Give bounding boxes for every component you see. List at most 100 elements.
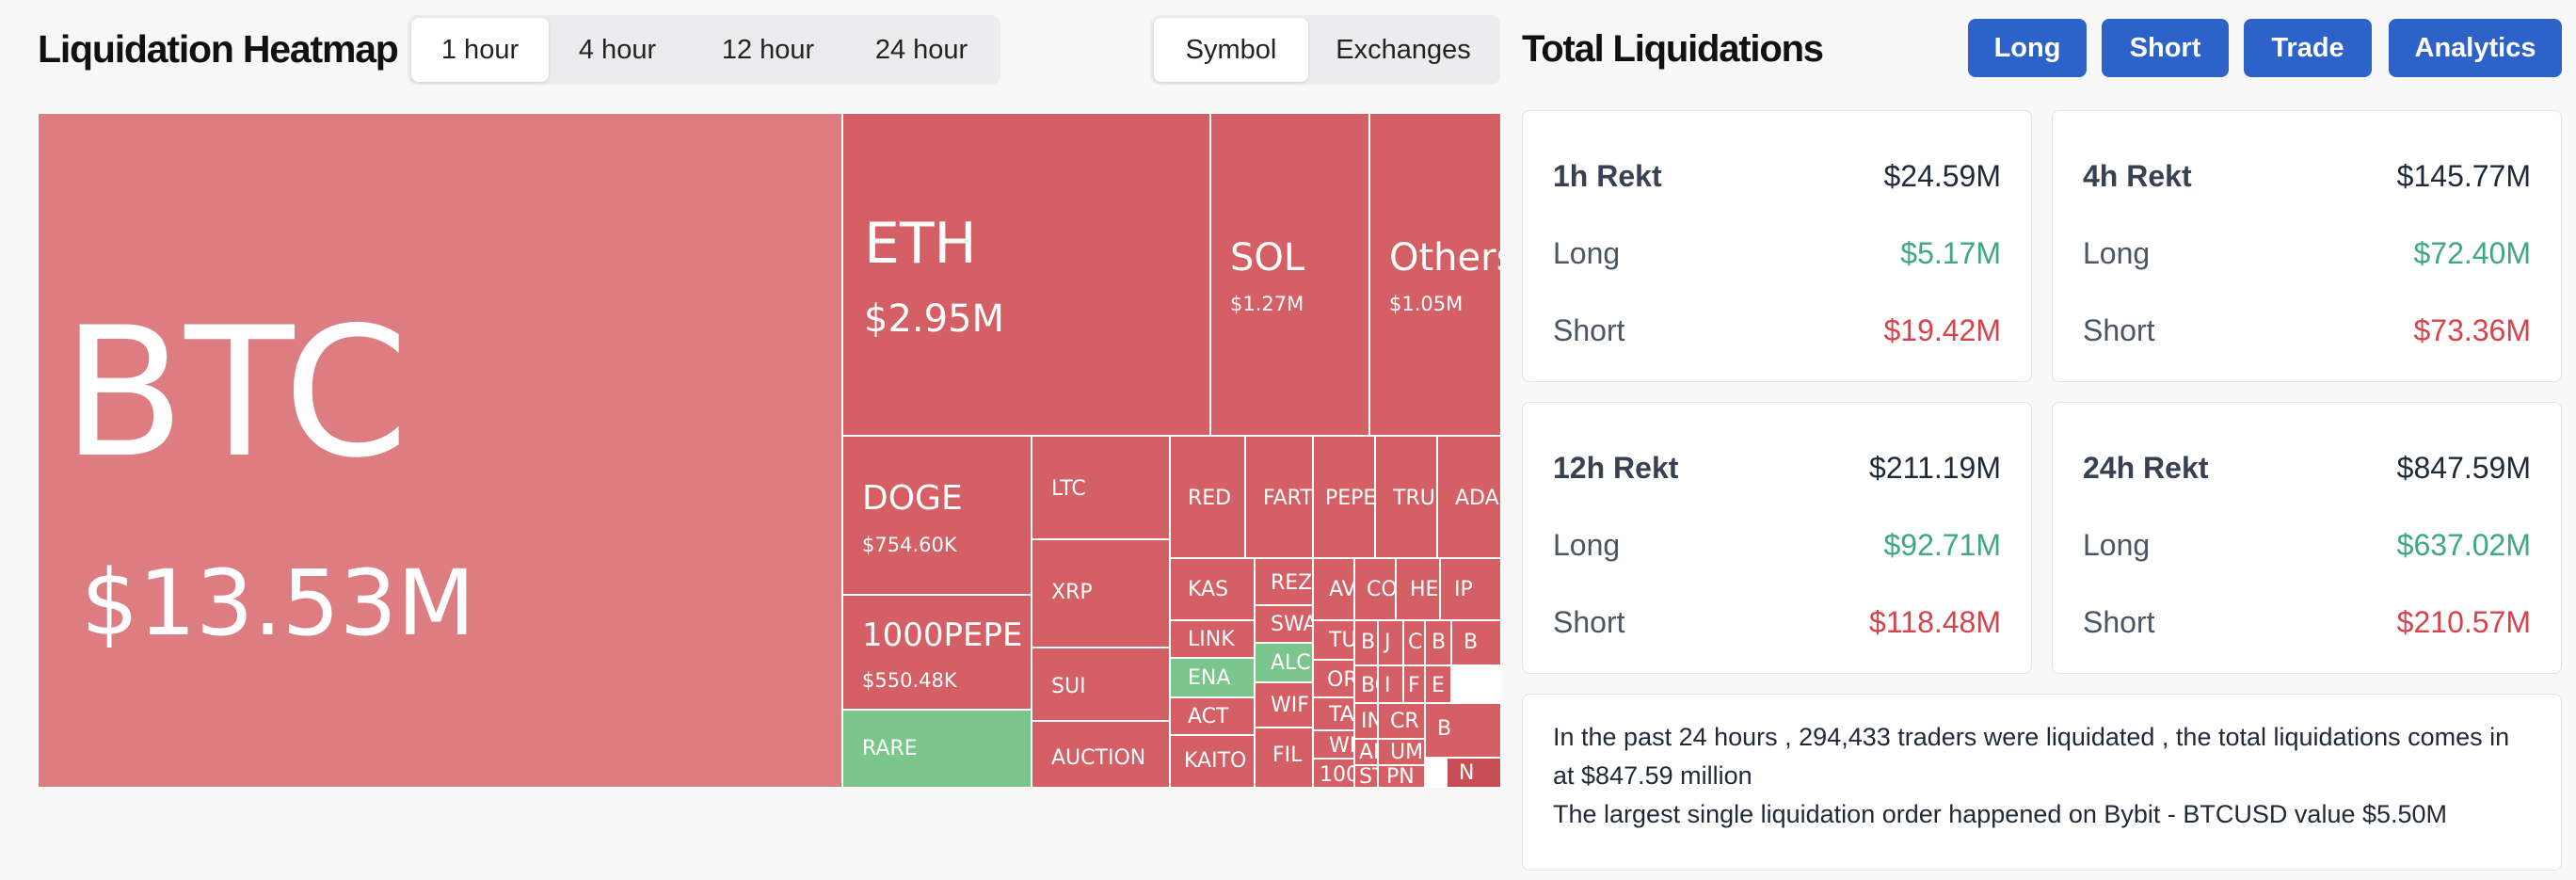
heatmap-tile-doge[interactable]: DOGE $754.60K: [842, 436, 1032, 595]
tab-4-hour[interactable]: 4 hour: [578, 35, 657, 65]
tile-symbol: LINK: [1188, 628, 1235, 651]
heatmap-tile-ena[interactable]: ENA: [1170, 658, 1255, 697]
short-label: Short: [2083, 313, 2155, 347]
heatmap-tile-n[interactable]: N: [1447, 758, 1501, 788]
heatmap-tile-kas[interactable]: KAS: [1170, 558, 1255, 620]
heatmap-tile-tur[interactable]: TUR: [1313, 620, 1354, 660]
tile-symbol: ALCH: [1271, 651, 1312, 675]
tile-symbol: HE: [1410, 578, 1439, 601]
heatmap-tile-others[interactable]: Others $1.05M: [1369, 113, 1501, 436]
long-label: Long: [1553, 528, 1621, 562]
heatmap-tile-he[interactable]: HE: [1396, 558, 1440, 620]
tile-symbol: 1000PEPE: [862, 616, 1023, 654]
heatmap-tile-c[interactable]: C: [1403, 620, 1425, 665]
tile-value: $13.53M: [81, 551, 475, 656]
heatmap-tile-eth[interactable]: ETH $2.95M: [842, 113, 1210, 436]
trade-button[interactable]: Trade: [2244, 19, 2372, 77]
heatmap-tile-100[interactable]: 100: [1313, 759, 1354, 788]
heatmap-tile-pepe[interactable]: PEPE: [1313, 436, 1375, 558]
heatmap-tile-j[interactable]: J: [1378, 620, 1403, 665]
tile-symbol: FIL: [1272, 744, 1303, 767]
heatmap-tile-alch[interactable]: ALCH: [1255, 643, 1313, 682]
tile-symbol: J: [1384, 631, 1391, 654]
heatmap-tile-xrp[interactable]: XRP: [1032, 539, 1170, 648]
heatmap-tile-1000pepe[interactable]: 1000PEPE $550.48K: [842, 595, 1032, 710]
heatmap-tile-av[interactable]: AV: [1313, 558, 1354, 620]
heatmap-tile-co[interactable]: CO: [1354, 558, 1396, 620]
tile-symbol: TUR: [1329, 629, 1353, 652]
heatmap-tile-ip[interactable]: IP: [1440, 558, 1501, 620]
heatmap-tile-e[interactable]: E: [1425, 665, 1451, 703]
heatmap-tile-ar[interactable]: AR: [1354, 739, 1378, 765]
tile-symbol: RARE: [862, 737, 918, 760]
heatmap-tile-b[interactable]: B: [1425, 703, 1501, 758]
heatmap-tile-fil[interactable]: FIL: [1255, 728, 1313, 788]
heatmap-tile-wif[interactable]: WIF: [1255, 682, 1313, 728]
tile-symbol: N: [1459, 761, 1475, 785]
heatmap-tile-ord[interactable]: ORD: [1313, 660, 1354, 697]
heatmap-tile-cr[interactable]: CR: [1378, 703, 1425, 739]
heatmap-tile-i[interactable]: I: [1378, 665, 1403, 703]
tile-symbol: IP: [1454, 578, 1473, 601]
long-label: Long: [1553, 236, 1621, 270]
tile-value: $1.27M: [1230, 293, 1304, 315]
heatmap-tile-bo[interactable]: BO: [1354, 665, 1378, 703]
summary-line-1: In the past 24 hours , 294,433 traders w…: [1553, 723, 2510, 751]
tab-24-hour[interactable]: 24 hour: [874, 35, 968, 65]
card-title: 1h Rekt: [1553, 159, 1662, 193]
tile-symbol: BO: [1361, 674, 1377, 697]
tile-symbol: ENA: [1188, 666, 1231, 690]
tile-symbol: WIF: [1271, 694, 1309, 717]
page-title: Liquidation Heatmap: [38, 27, 399, 71]
long-label: Long: [2083, 528, 2151, 562]
heatmap-tile-fart[interactable]: FART: [1245, 436, 1313, 558]
heatmap-tile-btc[interactable]: BTC $13.53M: [38, 113, 842, 788]
long-button[interactable]: Long: [1968, 19, 2087, 77]
liquidation-summary: In the past 24 hours , 294,433 traders w…: [1522, 694, 2562, 871]
heatmap-tile-st[interactable]: ST: [1354, 765, 1378, 788]
heatmap-tile-um[interactable]: UM: [1378, 739, 1425, 765]
tile-symbol: SOL: [1230, 236, 1305, 280]
heatmap-tile-pn[interactable]: PN: [1378, 765, 1425, 788]
tile-symbol: IN: [1361, 710, 1377, 733]
tile-symbol: I: [1384, 674, 1391, 697]
heatmap-tile-b[interactable]: B: [1425, 620, 1451, 665]
heatmap-tile-sol[interactable]: SOL $1.27M: [1210, 113, 1369, 436]
summary-line-2: at $847.59 million: [1553, 761, 1752, 790]
tile-value: $2.95M: [864, 297, 1005, 341]
heatmap-tile-link[interactable]: LINK: [1170, 620, 1255, 658]
heatmap-tile-swa[interactable]: SWA: [1255, 605, 1313, 643]
analytics-button[interactable]: Analytics: [2389, 19, 2562, 77]
tab-12-hour[interactable]: 12 hour: [721, 35, 815, 65]
heatmap-tile-red[interactable]: RED: [1170, 436, 1245, 558]
short-button[interactable]: Short: [2102, 19, 2229, 77]
heatmap-tile-ada[interactable]: ADA: [1437, 436, 1501, 558]
tile-symbol: 100: [1320, 763, 1353, 787]
card-total: $847.59M: [2396, 451, 2531, 485]
heatmap-tile-sui[interactable]: SUI: [1032, 648, 1170, 721]
tile-symbol: ORD: [1327, 668, 1353, 692]
heatmap-tile-act[interactable]: ACT: [1170, 697, 1255, 735]
tile-symbol: B: [1437, 717, 1452, 741]
tab-1-hour[interactable]: 1 hour: [411, 18, 549, 82]
tab-exchanges[interactable]: Exchanges: [1336, 35, 1471, 65]
heatmap-tile-f[interactable]: F: [1403, 665, 1425, 703]
short-value: $210.57M: [2396, 605, 2531, 639]
tab-symbol[interactable]: Symbol: [1154, 18, 1308, 82]
heatmap-tile-auction[interactable]: AUCTION: [1032, 721, 1170, 788]
heatmap-tile-tru[interactable]: TRU: [1375, 436, 1437, 558]
card-12h-rekt: 12h Rekt $211.19M Long $92.71M Short $118.4…: [1522, 402, 2032, 674]
card-24h-rekt: 24h Rekt $847.59M Long $637.02M Short $210.…: [2052, 402, 2562, 674]
heatmap-tile-wl[interactable]: WL: [1313, 730, 1354, 759]
tile-value: $1.05M: [1389, 293, 1464, 315]
short-value: $19.42M: [1883, 313, 2001, 347]
heatmap-tile-b[interactable]: B: [1354, 620, 1378, 665]
heatmap-tile-kaito[interactable]: KAITO: [1170, 735, 1255, 788]
heatmap-tile-tao[interactable]: TAO: [1313, 697, 1354, 730]
tile-symbol: DOGE: [862, 479, 963, 518]
heatmap-tile-rez[interactable]: REZ: [1255, 558, 1313, 605]
heatmap-tile-rare[interactable]: RARE: [842, 710, 1032, 788]
heatmap-tile-b[interactable]: B: [1451, 620, 1501, 665]
heatmap-tile-in[interactable]: IN: [1354, 703, 1378, 739]
heatmap-tile-ltc[interactable]: LTC: [1032, 436, 1170, 539]
